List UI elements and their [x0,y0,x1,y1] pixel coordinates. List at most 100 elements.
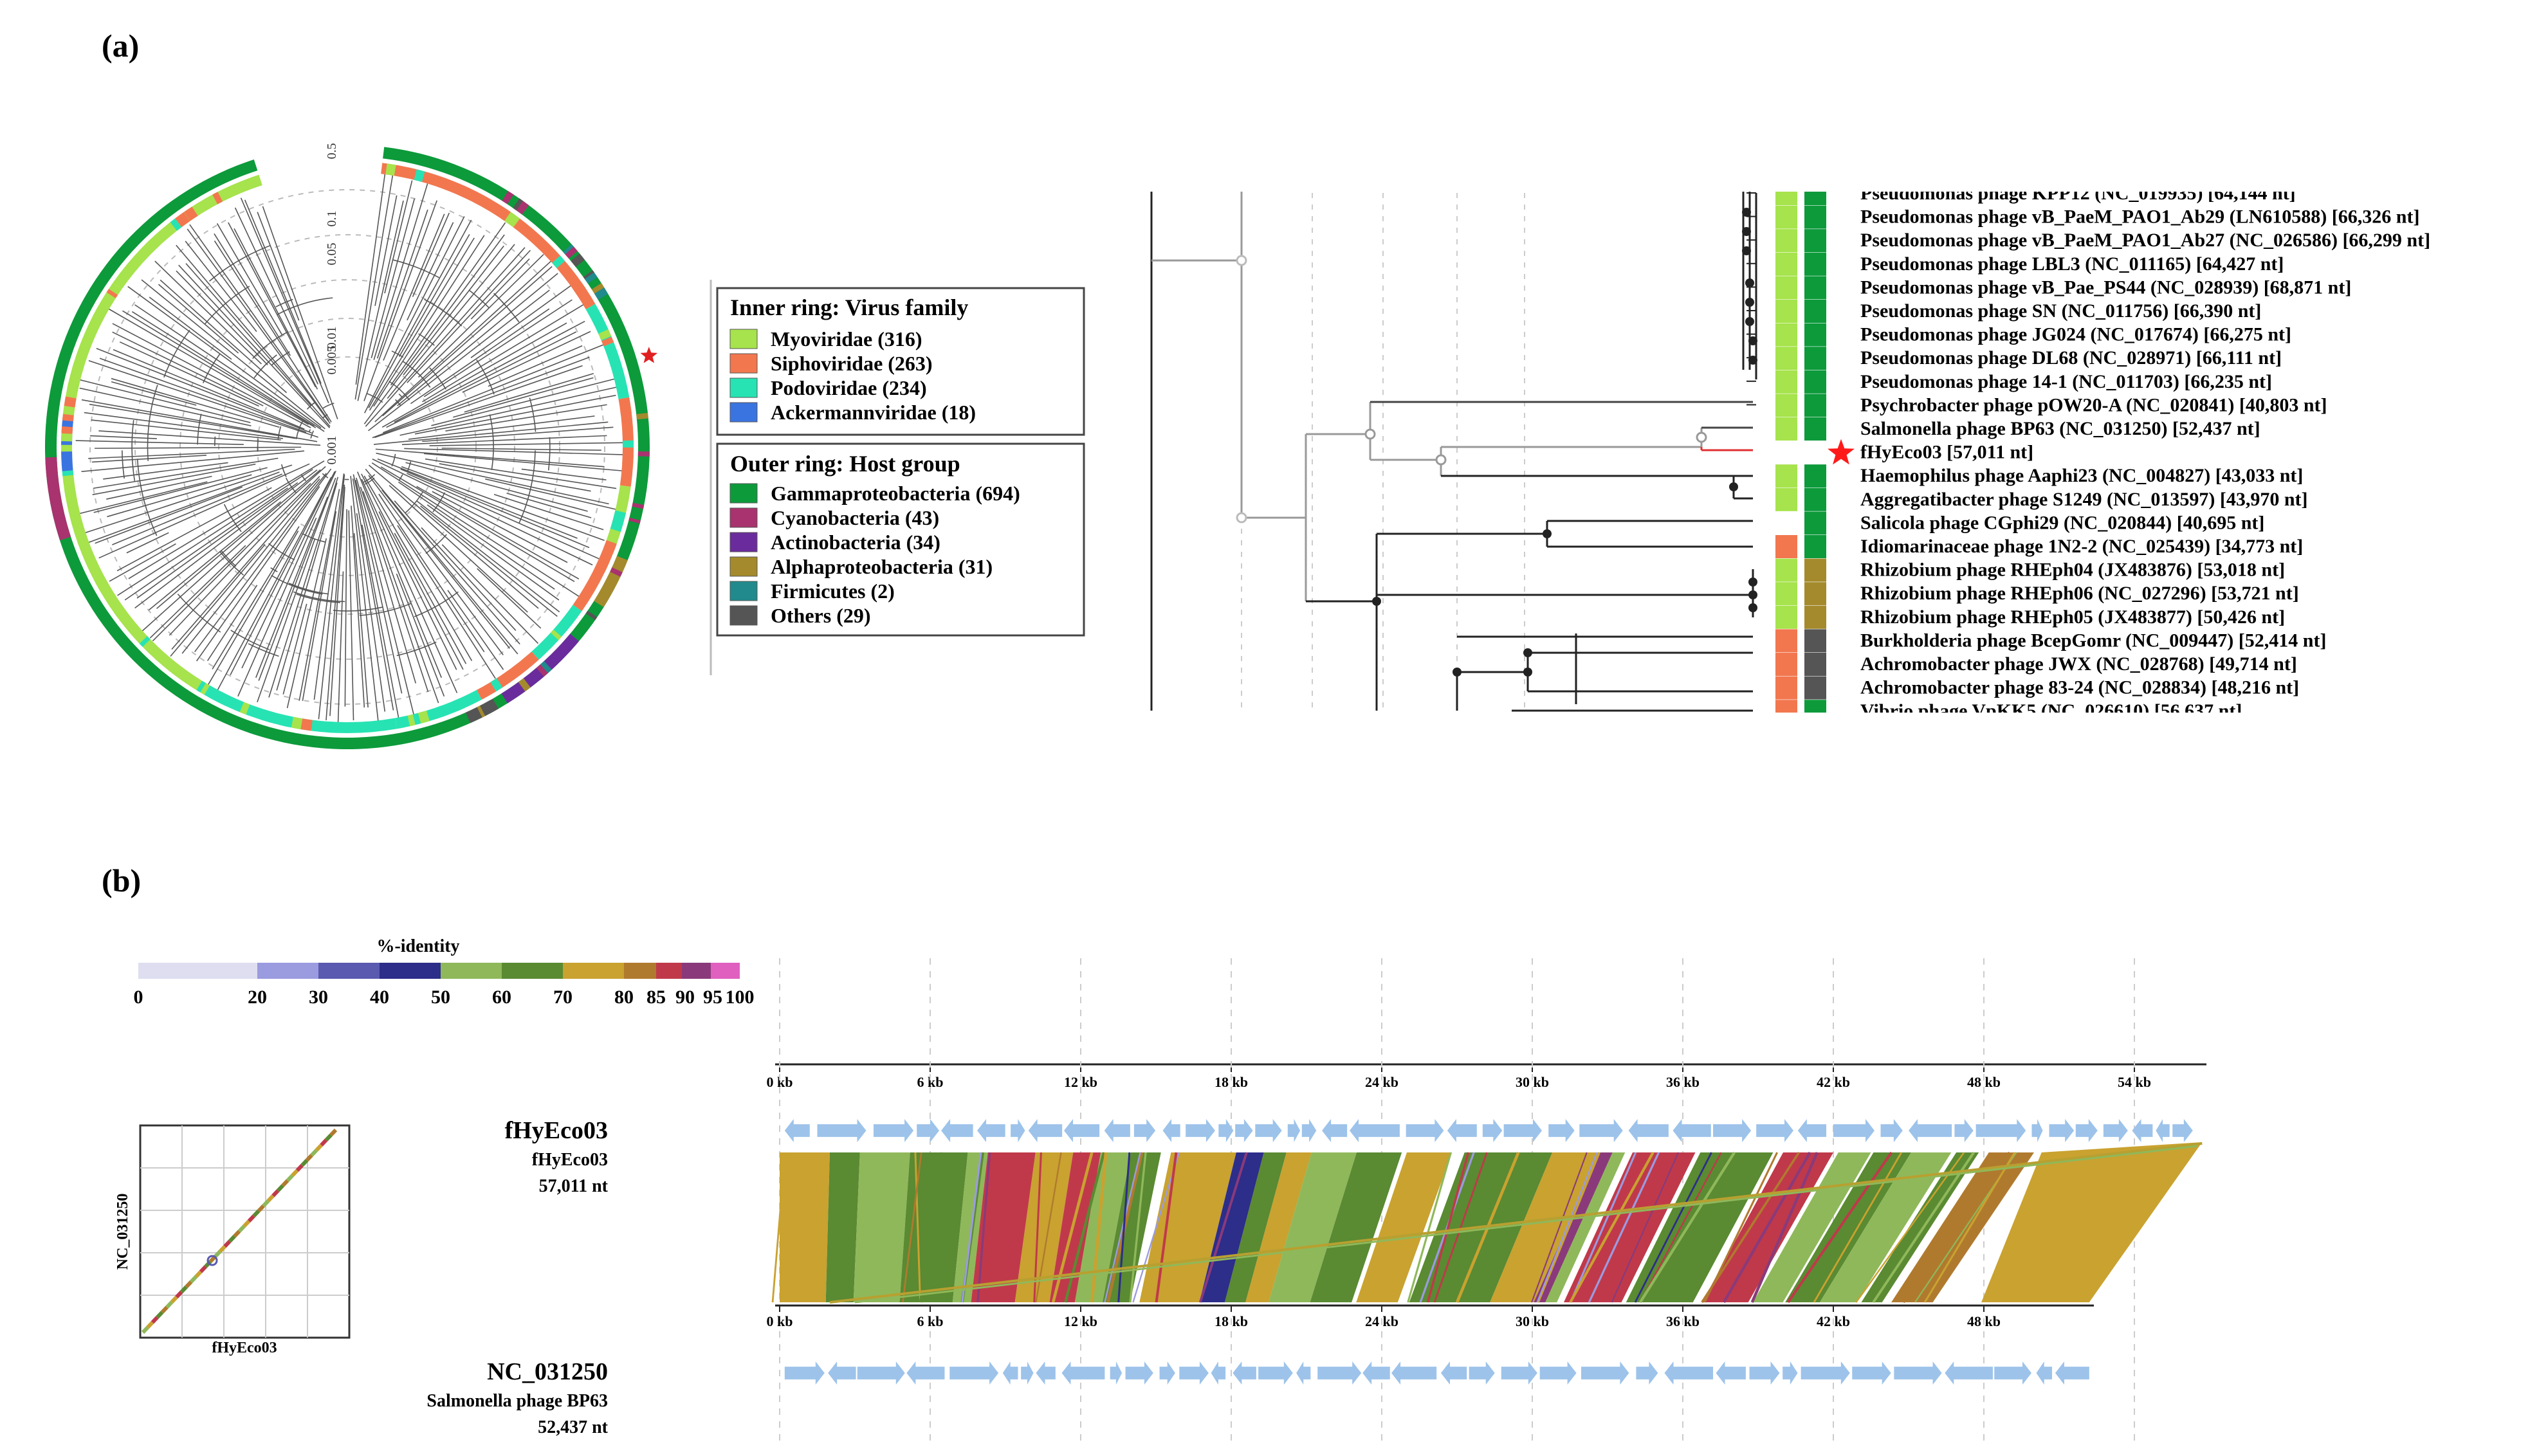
tree-branch [176,270,268,366]
tree-branch [353,474,403,694]
inner-ring-segment [619,406,632,415]
inner-ring-segment [573,282,587,296]
tree-branch [86,471,280,544]
legend-label-outer: Actinobacteria (34) [771,531,940,554]
tree-branch [189,224,329,421]
identity-tick-label: 0 [134,987,143,1008]
identity-color-bin [502,963,563,979]
host-group-cell [1804,370,1826,394]
legend-label-outer: Firmicutes (2) [771,579,895,603]
dotplot-segment [243,1219,251,1228]
gene-arrow-top [1028,1119,1063,1142]
virus-family-cell [1775,394,1797,417]
identity-tick-label: 30 [309,987,328,1008]
tree-branch [149,296,232,360]
tree-arc [285,477,297,493]
bottom-genome-name: Salmonella phage BP63 [426,1391,608,1411]
tree-branch [92,463,256,495]
tree-branch [422,303,585,403]
inner-ring-segment [509,215,520,228]
tree-branch [119,341,259,407]
gene-arrow-bottom [857,1361,905,1385]
identity-scale: %-identity 0 20 30 40 50 60 70 80 85 90 95 100 [134,936,755,1008]
inner-ring-segment [106,289,118,298]
gene-arrow-bottom [949,1361,999,1385]
inner-ring-segment [329,722,336,733]
tree-leaf-label: Pseudomonas phage vB_PaeM_PAO1_Ab27 (NC_… [1860,230,2430,251]
tree-branch [361,478,458,693]
tree-branch [158,284,239,354]
tree-node [1543,529,1552,538]
inner-ring-segment [215,691,230,706]
gene-arrow-top [1011,1119,1025,1142]
tree-leaf-label: Burkholderia phage BcepGomr (NC_009447) … [1860,630,2326,651]
tree-branch [365,468,518,655]
synteny-link [1090,1152,1108,1303]
outer-ring-segment [531,667,545,682]
synteny-inversion [854,1145,2197,1304]
virus-family-cell [1775,676,1797,700]
tree-branch [237,517,317,697]
dotplot-segment [214,1250,222,1258]
rectangular-tree: Pseudomonas phage KPP12 (NC_019935) [64,… [1132,161,2530,738]
inner-ring-segment [62,406,75,416]
dotplot-segment [286,1174,294,1182]
host-group-cell [1804,676,1826,700]
outer-ring-segment [513,198,526,212]
tree-branch [377,458,578,539]
virus-family-cell [1775,252,1797,276]
tree-arc [389,381,410,401]
tree-arc [429,367,446,390]
tree-branch [113,349,305,430]
tree-branch [91,455,207,463]
tree-branch [378,493,485,653]
virus-family-cell [1775,558,1797,582]
tree-leaf-label: Salmonella phage BP63 (NC_031250) [52,43… [1860,418,2260,439]
tree-arc [163,329,190,378]
gene-arrow-bottom [1636,1361,1658,1385]
identity-color-bin [380,963,441,979]
tree-arc [432,492,446,513]
tree-branch [91,419,281,441]
dotplot-xlabel: fHyEco03 [212,1340,277,1356]
dotplot-segment [179,1286,188,1294]
tree-branch [89,403,296,439]
tree-branch [352,478,394,711]
tree-branch [348,510,354,721]
tree-branch [371,198,416,358]
tree-leaf-label: Rhizobium phage RHEph06 (NC_027296) [53,… [1860,583,2299,604]
inner-ring-segment [99,585,210,695]
bottom-genome-id: NC_031250 [487,1358,608,1385]
outer-ring-segment [540,660,552,673]
host-group-cell [1804,276,1826,300]
gene-arrow-top [2172,1119,2193,1142]
host-group-cell [1804,300,1826,323]
tree-branch [136,482,298,599]
tree-branch [354,175,394,400]
tree-node [1745,317,1754,326]
inner-ring-legend-box [716,287,1085,436]
tree-branch [181,473,327,654]
identity-color-bin [318,963,380,979]
inner-ring-segment [437,705,446,718]
inner-ring-segment [208,687,219,700]
inner-ring-segment [594,563,607,573]
scale-circle [179,279,515,615]
inner-ring-segment [67,378,80,392]
tree-arc [391,453,396,467]
tree-arc [223,504,242,532]
host-group-cell [1804,229,1826,253]
synteny-block [1752,1152,1871,1302]
tree-branch [453,377,594,418]
tree-branch [381,322,567,428]
gene-arrow-top [2031,1119,2043,1142]
circular-phylogenetic-tree: 0.5 0.1 0.05 0.010.005 0.001 [44,143,658,750]
tree-branch [371,462,583,599]
gene-arrow-top [1797,1119,1827,1142]
tree-branch [373,235,485,407]
tree-arc [398,394,403,398]
dotplot-segment [199,1265,207,1273]
identity-tick-label: 70 [553,987,573,1008]
tree-arc [333,606,383,612]
outer-ring-segment [636,413,648,420]
